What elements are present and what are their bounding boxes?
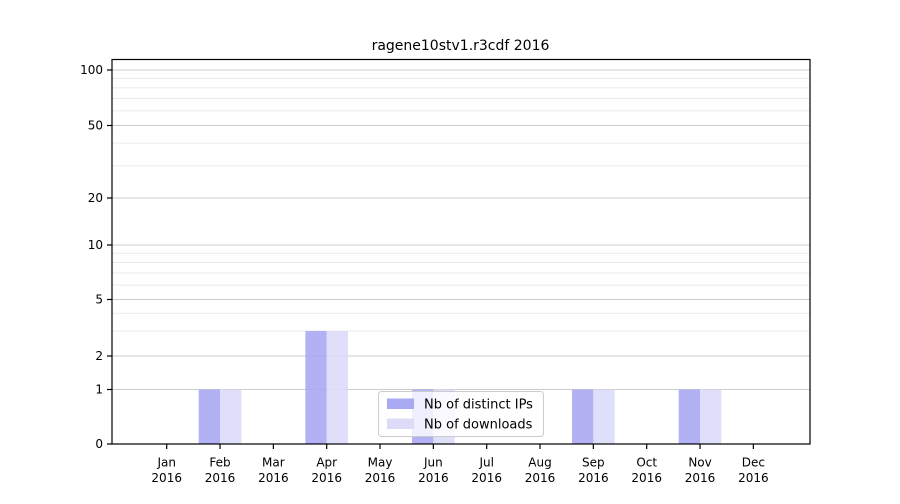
y-axis-tick-label: 2	[95, 349, 103, 363]
legend-label: Nb of downloads	[424, 418, 533, 433]
x-axis-tick-label: Aug 2016	[525, 456, 556, 486]
x-axis-tick-label: Sep 2016	[578, 456, 609, 486]
y-axis-tick-label: 5	[95, 293, 103, 307]
y-axis-tick-label: 20	[88, 191, 103, 205]
bar-sep-downloads	[593, 389, 615, 444]
y-axis-tick-label: 0	[95, 437, 103, 451]
y-axis-tick-label: 50	[88, 119, 103, 133]
x-axis-tick-label: Nov 2016	[685, 456, 716, 486]
x-axis-tick-label: Apr 2016	[311, 456, 342, 486]
legend-box	[378, 391, 544, 437]
legend: Nb of distinct IPs Nb of downloads	[378, 391, 544, 437]
y-axis-tick-label: 1	[95, 383, 103, 397]
bar-feb-distinct-ips	[198, 389, 221, 444]
legend-swatch	[387, 418, 414, 429]
bar-feb-downloads	[220, 389, 242, 444]
axes: 0 1 2 5 10 20 50 100 Jan 2016 Feb 2016 Mar 2016 Apr 201…	[80, 58, 811, 486]
x-axis-tick-label: Mar 2016	[258, 456, 289, 486]
gridlines	[112, 69, 810, 390]
plot-frame	[111, 58, 811, 445]
bar-sep-distinct-ips	[572, 389, 594, 444]
y-axis-tick-label: 10	[88, 238, 103, 252]
x-axis-tick-label: May 2016	[365, 456, 396, 486]
legend-swatch	[387, 398, 414, 409]
legend-label: Nb of distinct IPs	[424, 398, 533, 413]
x-axis-tick-label: Feb 2016	[205, 456, 236, 486]
x-axis-tick-label: Jan 2016	[151, 456, 182, 486]
chart-title: ragene10stv1.r3cdf 2016	[372, 38, 550, 54]
x-axis-tick-label: Dec 2016	[738, 456, 769, 486]
bar-nov-distinct-ips	[678, 389, 701, 444]
y-axis-tick-label: 100	[80, 63, 103, 77]
bar-apr-downloads	[326, 330, 349, 444]
x-axis-tick-label: Jun 2016	[418, 456, 449, 486]
bar-nov-downloads	[700, 389, 722, 444]
x-axis-tick-label: Jul 2016	[471, 456, 502, 486]
bar-apr-distinct-ips	[305, 330, 327, 444]
x-axis-tick-label: Oct 2016	[631, 456, 662, 486]
